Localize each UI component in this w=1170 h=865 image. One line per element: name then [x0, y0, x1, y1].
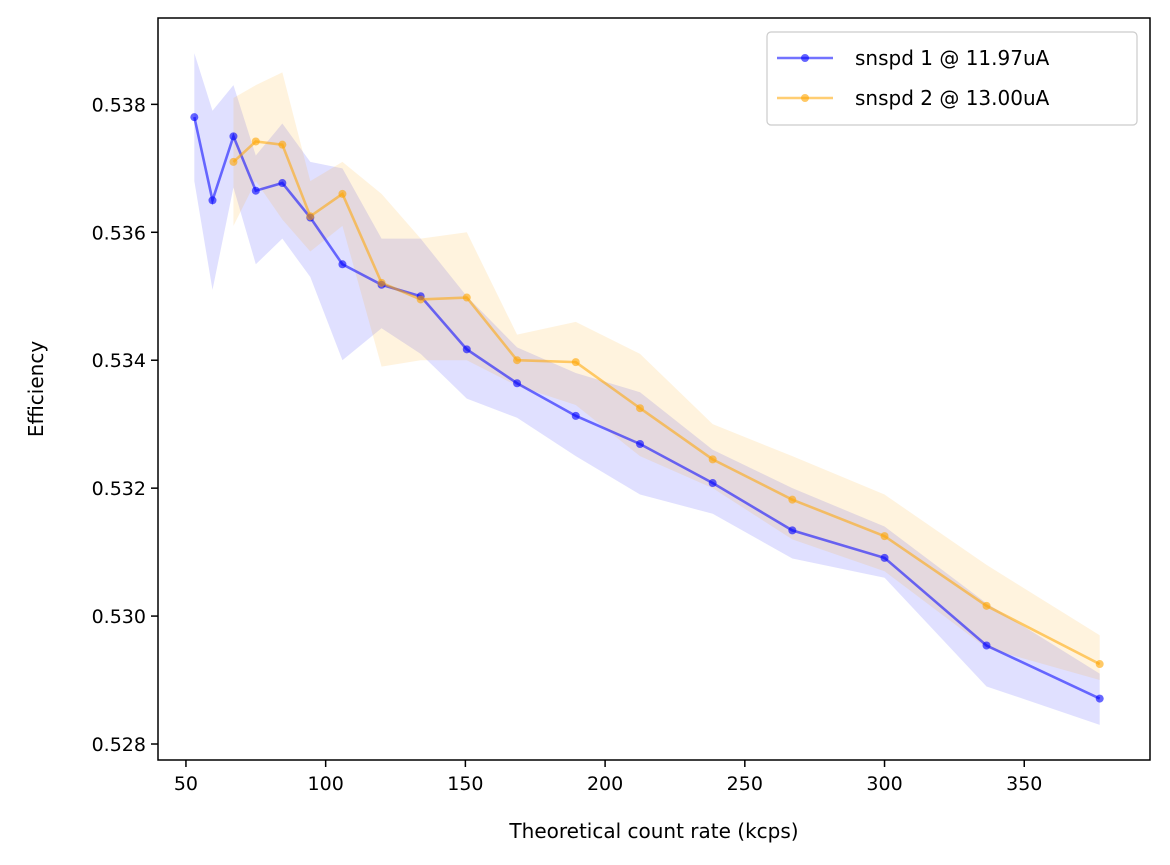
data-point-series-2 — [251, 137, 260, 146]
data-point-series-1 — [278, 179, 287, 188]
data-point-series-1 — [571, 411, 580, 420]
x-tick-label: 150 — [447, 773, 483, 795]
y-axis-ticks: 0.528 0.530 0.532 0.534 0.536 0.538 — [92, 94, 158, 756]
y-tick-label: 0.532 — [92, 478, 146, 500]
x-tick-label: 100 — [308, 773, 344, 795]
data-point-series-1 — [636, 440, 645, 449]
data-point-series-2 — [338, 189, 347, 198]
legend-label-2: snspd 2 @ 13.00uA — [855, 86, 1050, 110]
x-tick-label: 200 — [587, 773, 623, 795]
data-point-series-2 — [1095, 660, 1104, 669]
y-tick-label: 0.528 — [92, 734, 146, 756]
y-tick-label: 0.530 — [92, 606, 146, 628]
y-tick-label: 0.534 — [92, 350, 146, 372]
y-tick-label: 0.538 — [92, 94, 146, 116]
data-point-series-2 — [377, 278, 386, 287]
data-point-series-2 — [571, 358, 580, 367]
data-point-series-1 — [338, 260, 347, 269]
data-point-series-1 — [513, 379, 522, 388]
series-line-1 — [193, 116, 1101, 700]
x-tick-label: 300 — [866, 773, 902, 795]
legend-box — [766, 31, 1138, 126]
plot-frame — [157, 17, 1151, 761]
y-axis-label: Efficiency — [24, 341, 48, 438]
data-point-series-2 — [636, 404, 645, 413]
data-point-series-1 — [229, 132, 238, 141]
data-point-series-2 — [306, 212, 315, 221]
confidence-band-series-2 — [233, 72, 1100, 681]
data-point-series-2 — [788, 495, 797, 504]
data-point-series-1 — [462, 345, 471, 354]
series-line-2 — [232, 140, 1101, 666]
legend-marker-1 — [801, 54, 809, 62]
x-tick-label: 50 — [174, 773, 198, 795]
data-point-series-1 — [982, 641, 991, 650]
series-points — [190, 113, 1104, 703]
legend-label-1: snspd 1 @ 11.97uA — [855, 46, 1050, 70]
data-point-series-1 — [251, 186, 260, 195]
data-point-series-2 — [229, 157, 238, 166]
data-point-series-2 — [513, 356, 522, 365]
series-lines — [193, 116, 1101, 700]
data-point-series-1 — [788, 526, 797, 535]
confidence-bands — [194, 53, 1100, 725]
data-point-series-1 — [880, 553, 889, 562]
data-point-series-2 — [982, 601, 991, 610]
data-point-series-2 — [462, 293, 471, 302]
data-point-series-1 — [208, 196, 217, 205]
data-point-series-2 — [880, 532, 889, 541]
data-point-series-2 — [416, 295, 425, 304]
data-point-series-2 — [278, 140, 287, 149]
legend: snspd 1 @ 11.97uA snspd 2 @ 13.00uA — [766, 31, 1138, 126]
x-axis-ticks: 50 100 150 200 250 300 350 — [174, 760, 1042, 795]
x-tick-label: 250 — [727, 773, 763, 795]
legend-marker-2 — [801, 94, 809, 102]
x-axis-label: Theoretical count rate (kcps) — [508, 819, 798, 843]
data-point-series-1 — [190, 113, 199, 122]
y-tick-label: 0.536 — [92, 222, 146, 244]
x-tick-label: 350 — [1006, 773, 1042, 795]
data-point-series-1 — [708, 479, 717, 488]
confidence-band-series-1 — [194, 53, 1100, 725]
data-point-series-1 — [1095, 694, 1104, 703]
data-point-series-2 — [708, 455, 717, 464]
